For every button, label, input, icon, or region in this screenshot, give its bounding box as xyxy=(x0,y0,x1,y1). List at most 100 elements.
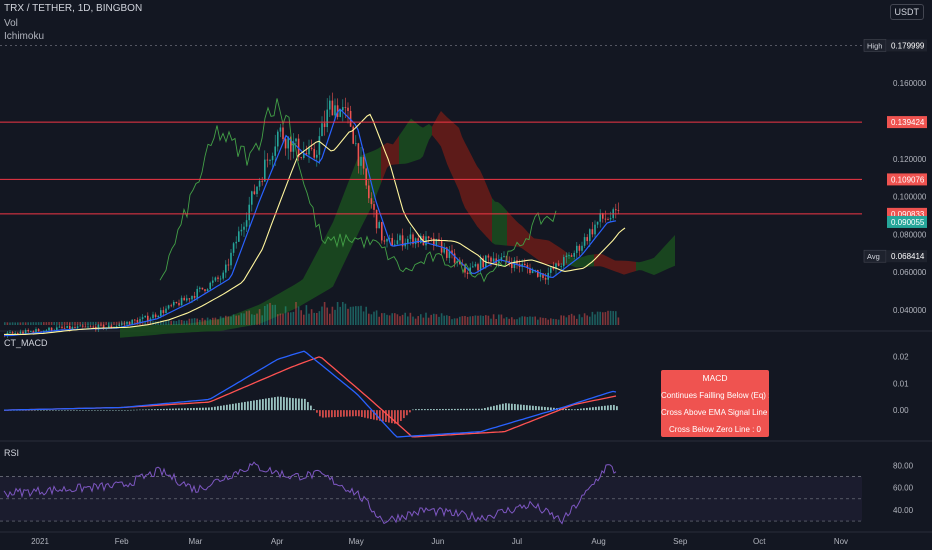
ichimoku-cloud-segment xyxy=(669,238,672,269)
candle-body xyxy=(30,331,32,332)
volume-bar xyxy=(370,314,373,325)
candle-body xyxy=(63,327,66,329)
rsi-pane-label[interactable]: RSI xyxy=(4,448,20,458)
volume-bar xyxy=(14,322,16,325)
candle-body xyxy=(282,127,284,140)
ichimoku-cloud-segment xyxy=(549,240,552,265)
ichimoku-cloud-segment xyxy=(624,260,627,275)
volume-bar xyxy=(375,310,378,325)
macd-histogram-bar xyxy=(487,407,489,411)
ichimoku-cloud-segment xyxy=(474,160,477,227)
ichimoku-cloud-segment xyxy=(408,118,411,164)
candle-body xyxy=(542,273,544,278)
macd-histogram-bar xyxy=(478,408,480,411)
macd-histogram-bar xyxy=(532,405,534,411)
vol-indicator-label[interactable]: Vol xyxy=(4,18,18,29)
candle-body xyxy=(326,109,328,128)
ichimoku-cloud-segment xyxy=(639,261,642,271)
volume-bar xyxy=(58,321,61,325)
macd-histogram-bar xyxy=(55,410,57,411)
ichimoku-cloud-segment xyxy=(324,233,327,293)
candle-body xyxy=(102,324,105,329)
macd-histogram-bar xyxy=(229,404,231,411)
volume-bar xyxy=(147,321,149,325)
macd-histogram-bar xyxy=(352,410,354,417)
ichimoku-indicator-label[interactable]: Ichimoku xyxy=(4,31,45,42)
volume-bar xyxy=(555,319,557,325)
time-tick-label: Sep xyxy=(673,537,688,546)
candle-body xyxy=(323,123,326,128)
ichimoku-cloud-segment xyxy=(621,260,624,275)
candle-body xyxy=(409,234,412,239)
volume-bar xyxy=(27,322,29,325)
candle-body xyxy=(144,315,146,318)
volume-bar xyxy=(469,316,471,325)
candle-body xyxy=(607,219,609,220)
macd-popup-line: Continues Failling Below (Eq) :0 xyxy=(661,391,769,400)
volume-bar xyxy=(76,321,79,325)
ichimoku-cloud-segment xyxy=(438,111,441,147)
macd-histogram-bar xyxy=(139,409,141,411)
macd-histogram-bar xyxy=(421,409,423,411)
candle-body xyxy=(115,326,118,327)
ichimoku-cloud-segment xyxy=(174,323,177,334)
macd-histogram-bar xyxy=(370,410,372,420)
candle-body xyxy=(573,252,575,257)
volume-bar xyxy=(186,320,188,325)
candle-body xyxy=(206,289,209,291)
volume-bar xyxy=(334,309,336,325)
volume-bar xyxy=(544,318,547,325)
macd-histogram-bar xyxy=(265,398,267,411)
macd-pane-label[interactable]: CT_MACD xyxy=(4,338,48,348)
macd-histogram-bar xyxy=(325,410,327,418)
macd-histogram-bar xyxy=(553,407,555,411)
candle-body xyxy=(404,242,406,247)
macd-histogram-bar xyxy=(505,403,507,411)
ichimoku-cloud-segment xyxy=(405,122,408,164)
ichimoku-cloud-segment xyxy=(153,324,156,336)
candle-body xyxy=(526,265,529,268)
candle-body xyxy=(386,238,388,242)
ichimoku-cloud-segment xyxy=(429,123,432,140)
ichimoku-cloud-segment xyxy=(450,119,453,178)
symbol-title: TRX / TETHER, 1D, BINGBON xyxy=(4,3,143,14)
macd-histogram-bar xyxy=(184,408,186,411)
volume-bar xyxy=(617,317,620,325)
price-tick-label: 0.060000 xyxy=(893,268,927,277)
ichimoku-cloud-segment xyxy=(171,324,174,334)
macd-histogram-bar xyxy=(460,408,462,411)
macd-histogram-bar xyxy=(58,410,60,411)
volume-bar xyxy=(596,311,599,325)
macd-histogram-bar xyxy=(280,396,282,411)
candle-body xyxy=(69,325,71,330)
volume-bar xyxy=(45,322,48,325)
volume-bar xyxy=(570,313,573,325)
ichimoku-cloud-segment xyxy=(141,325,144,337)
macd-histogram-bar xyxy=(445,408,447,411)
candle-body xyxy=(474,264,477,267)
candle-body xyxy=(284,139,287,149)
candle-body xyxy=(100,324,102,326)
volume-bar xyxy=(56,321,58,325)
macd-histogram-bar xyxy=(412,409,414,411)
macd-histogram-bar xyxy=(457,408,459,411)
candle-body xyxy=(396,240,399,245)
candle-body xyxy=(355,143,357,145)
volume-bar xyxy=(134,321,136,325)
currency-button[interactable]: USDT xyxy=(889,4,924,20)
volume-bar xyxy=(37,322,40,325)
macd-histogram-bar xyxy=(397,410,399,424)
ichimoku-cloud-segment xyxy=(633,261,636,272)
candle-body xyxy=(186,298,188,301)
volume-bar xyxy=(492,314,495,325)
candle-body xyxy=(243,226,245,230)
ichimoku-cloud-segment xyxy=(282,290,285,315)
candle-body xyxy=(472,266,474,268)
macd-histogram-bar xyxy=(430,409,432,411)
macd-histogram-bar xyxy=(535,406,537,411)
volume-bar xyxy=(490,318,492,325)
ichimoku-cloud-segment xyxy=(483,176,486,237)
candle-body xyxy=(503,255,505,258)
candle-body xyxy=(147,315,149,321)
